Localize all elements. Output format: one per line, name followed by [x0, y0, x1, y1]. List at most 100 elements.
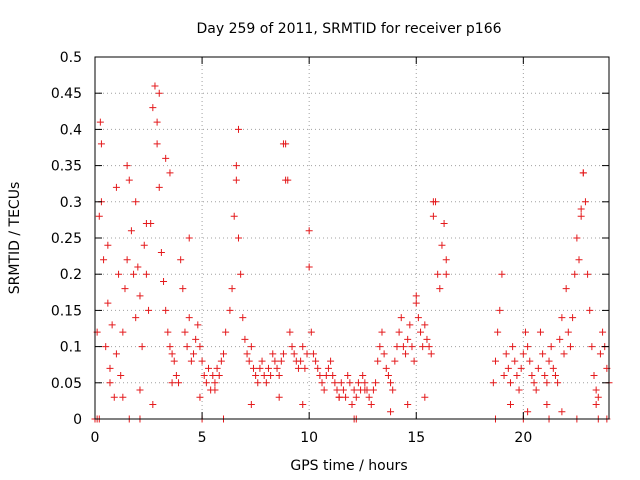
data-point — [170, 357, 178, 365]
x-tick-label: 15 — [407, 430, 425, 446]
data-point — [299, 343, 307, 351]
data-point — [226, 306, 234, 314]
data-point — [337, 379, 345, 387]
data-point — [190, 350, 198, 358]
data-point — [515, 386, 523, 394]
data-point — [318, 379, 326, 387]
data-point — [374, 357, 382, 365]
x-tick-labels: 0 5 10 15 20 — [91, 430, 533, 446]
chart-title: Day 259 of 2011, SRMTID for receiver p16… — [196, 21, 501, 37]
y-tick-label: 0.35 — [51, 159, 82, 175]
data-point — [267, 372, 275, 380]
data-point — [117, 372, 125, 380]
data-point — [434, 270, 442, 278]
data-point — [320, 386, 328, 394]
data-point — [389, 386, 397, 394]
data-point — [213, 364, 221, 372]
data-point — [425, 343, 433, 351]
data-point — [489, 379, 497, 387]
data-point — [500, 372, 508, 380]
data-point — [211, 386, 219, 394]
data-point — [271, 357, 279, 365]
data-point — [106, 379, 114, 387]
y-tick-label: 0.45 — [51, 86, 82, 102]
data-point — [554, 379, 562, 387]
data-point — [577, 205, 585, 213]
data-point — [279, 140, 287, 148]
data-point — [200, 372, 208, 380]
data-point — [566, 343, 574, 351]
grid-lines — [95, 57, 609, 419]
data-point — [339, 386, 347, 394]
y-tick-label: 0.15 — [51, 303, 82, 319]
data-point — [569, 314, 577, 322]
data-point — [232, 176, 240, 184]
data-point — [301, 364, 309, 372]
data-point — [185, 234, 193, 242]
data-point — [524, 343, 532, 351]
data-point — [155, 183, 163, 191]
data-points — [91, 82, 613, 423]
data-point — [153, 118, 161, 126]
data-point — [532, 386, 540, 394]
data-point — [344, 372, 352, 380]
data-point — [545, 357, 553, 365]
y-axis-label: SRMTID / TECUs — [7, 182, 23, 295]
data-point — [110, 393, 118, 401]
data-point — [423, 335, 431, 343]
data-point — [504, 364, 512, 372]
data-point — [166, 343, 174, 351]
data-point — [179, 285, 187, 293]
data-point — [442, 256, 450, 264]
y-tick-label: 0.1 — [60, 340, 82, 356]
data-point — [594, 393, 602, 401]
data-point — [543, 401, 551, 409]
y-tick-label: 0.25 — [51, 231, 82, 247]
data-point — [162, 154, 170, 162]
data-point — [237, 270, 245, 278]
data-point — [579, 169, 587, 177]
data-point — [513, 372, 521, 380]
y-tick-label: 0 — [73, 412, 82, 428]
data-point — [112, 183, 120, 191]
data-point — [205, 364, 213, 372]
data-point — [142, 220, 150, 228]
data-point — [372, 379, 380, 387]
data-point — [335, 393, 343, 401]
data-point — [599, 328, 607, 336]
data-point — [209, 372, 217, 380]
data-point — [384, 372, 392, 380]
data-point — [354, 379, 362, 387]
data-point — [560, 350, 568, 358]
data-point — [198, 357, 206, 365]
y-tick-label: 0.2 — [60, 267, 82, 283]
data-point — [391, 357, 399, 365]
data-point — [359, 372, 367, 380]
data-point — [305, 263, 313, 271]
data-point — [249, 364, 257, 372]
data-point — [185, 314, 193, 322]
data-point — [536, 328, 544, 336]
data-point — [130, 270, 138, 278]
data-point — [282, 176, 290, 184]
y-tick-labels: 0 0.05 0.1 0.15 0.2 0.25 0.3 0.35 0.4 0.45 0.5 — [51, 50, 82, 428]
data-point — [329, 372, 337, 380]
data-point — [145, 306, 153, 314]
data-point — [136, 292, 144, 300]
data-point — [564, 328, 572, 336]
data-point — [123, 256, 131, 264]
data-point — [258, 357, 266, 365]
x-axis-label: GPS time / hours — [290, 458, 407, 474]
data-point — [100, 256, 108, 264]
data-point — [247, 343, 255, 351]
data-point — [211, 379, 219, 387]
data-point — [121, 285, 129, 293]
data-point — [288, 343, 296, 351]
data-point — [498, 270, 506, 278]
data-point — [406, 321, 414, 329]
data-point — [273, 364, 281, 372]
data-point — [562, 285, 570, 293]
data-point — [138, 343, 146, 351]
data-point — [243, 350, 251, 358]
